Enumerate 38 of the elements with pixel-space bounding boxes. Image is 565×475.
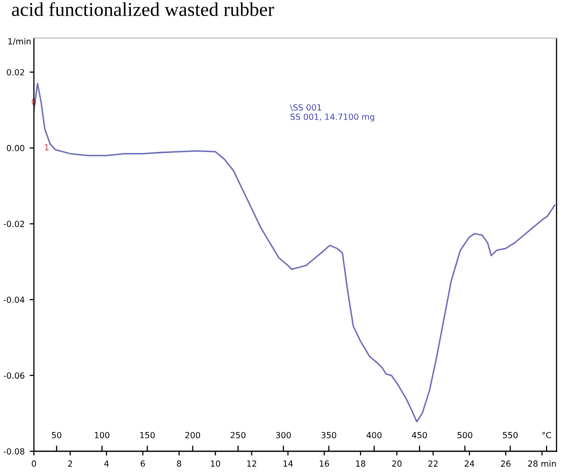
y-tick-label: -0.04 [4, 296, 24, 303]
x2-tick-label: 350 [321, 432, 336, 438]
x-tick-label: 12 [247, 460, 256, 467]
x2-tick-label: 550 [502, 432, 518, 438]
x2-tick-label: 300 [276, 432, 291, 438]
x-tick-label: 18 [356, 460, 366, 467]
y-tick-label: -0.06 [4, 372, 24, 379]
x2-tick-label: 100 [94, 432, 110, 438]
x2-tick-label: 450 [412, 432, 427, 438]
x-tick-label: 0 [32, 460, 36, 467]
x-tick-label: 24 [464, 460, 474, 467]
x-tick-label: 16 [320, 460, 330, 467]
chart-title: acid functionalized wasted rubber [12, 2, 274, 16]
y-axis-title: 1/min [8, 38, 31, 46]
annotation: 1 [44, 144, 48, 150]
x-tick-label: 28 min [528, 460, 556, 467]
x-tick-label: 26 [501, 460, 510, 467]
x2-tick-label: 500 [458, 432, 472, 438]
x-tick-label: 20 [392, 460, 402, 467]
y-tick-label: 0.00 [6, 144, 24, 152]
x-tick-label: 22 [428, 460, 438, 467]
line-series [34, 82, 556, 422]
x2-tick-label: 200 [185, 432, 200, 438]
annotation: \SS 001 SS 001, 14.7100 mg [290, 104, 374, 122]
x-tick-label: 4 [104, 460, 109, 467]
x2-tick-label: 400 [366, 432, 382, 438]
x-tick-label: 2 [68, 460, 72, 467]
x2-tick-label: 150 [140, 432, 155, 438]
x-tick-label: 8 [176, 460, 182, 467]
y-tick-label: -0.02 [4, 220, 24, 228]
x2-tick-label: 50 [52, 432, 62, 438]
x-tick-label: 10 [210, 460, 220, 467]
x2-tick-label: 250 [230, 432, 246, 438]
x-tick-label: 6 [140, 460, 145, 467]
x2-tick-label: °C [542, 432, 552, 438]
x-tick-label: 14 [284, 460, 293, 467]
y-tick-label: -0.08 [4, 448, 24, 455]
y-tick-label: 0.02 [6, 69, 24, 76]
